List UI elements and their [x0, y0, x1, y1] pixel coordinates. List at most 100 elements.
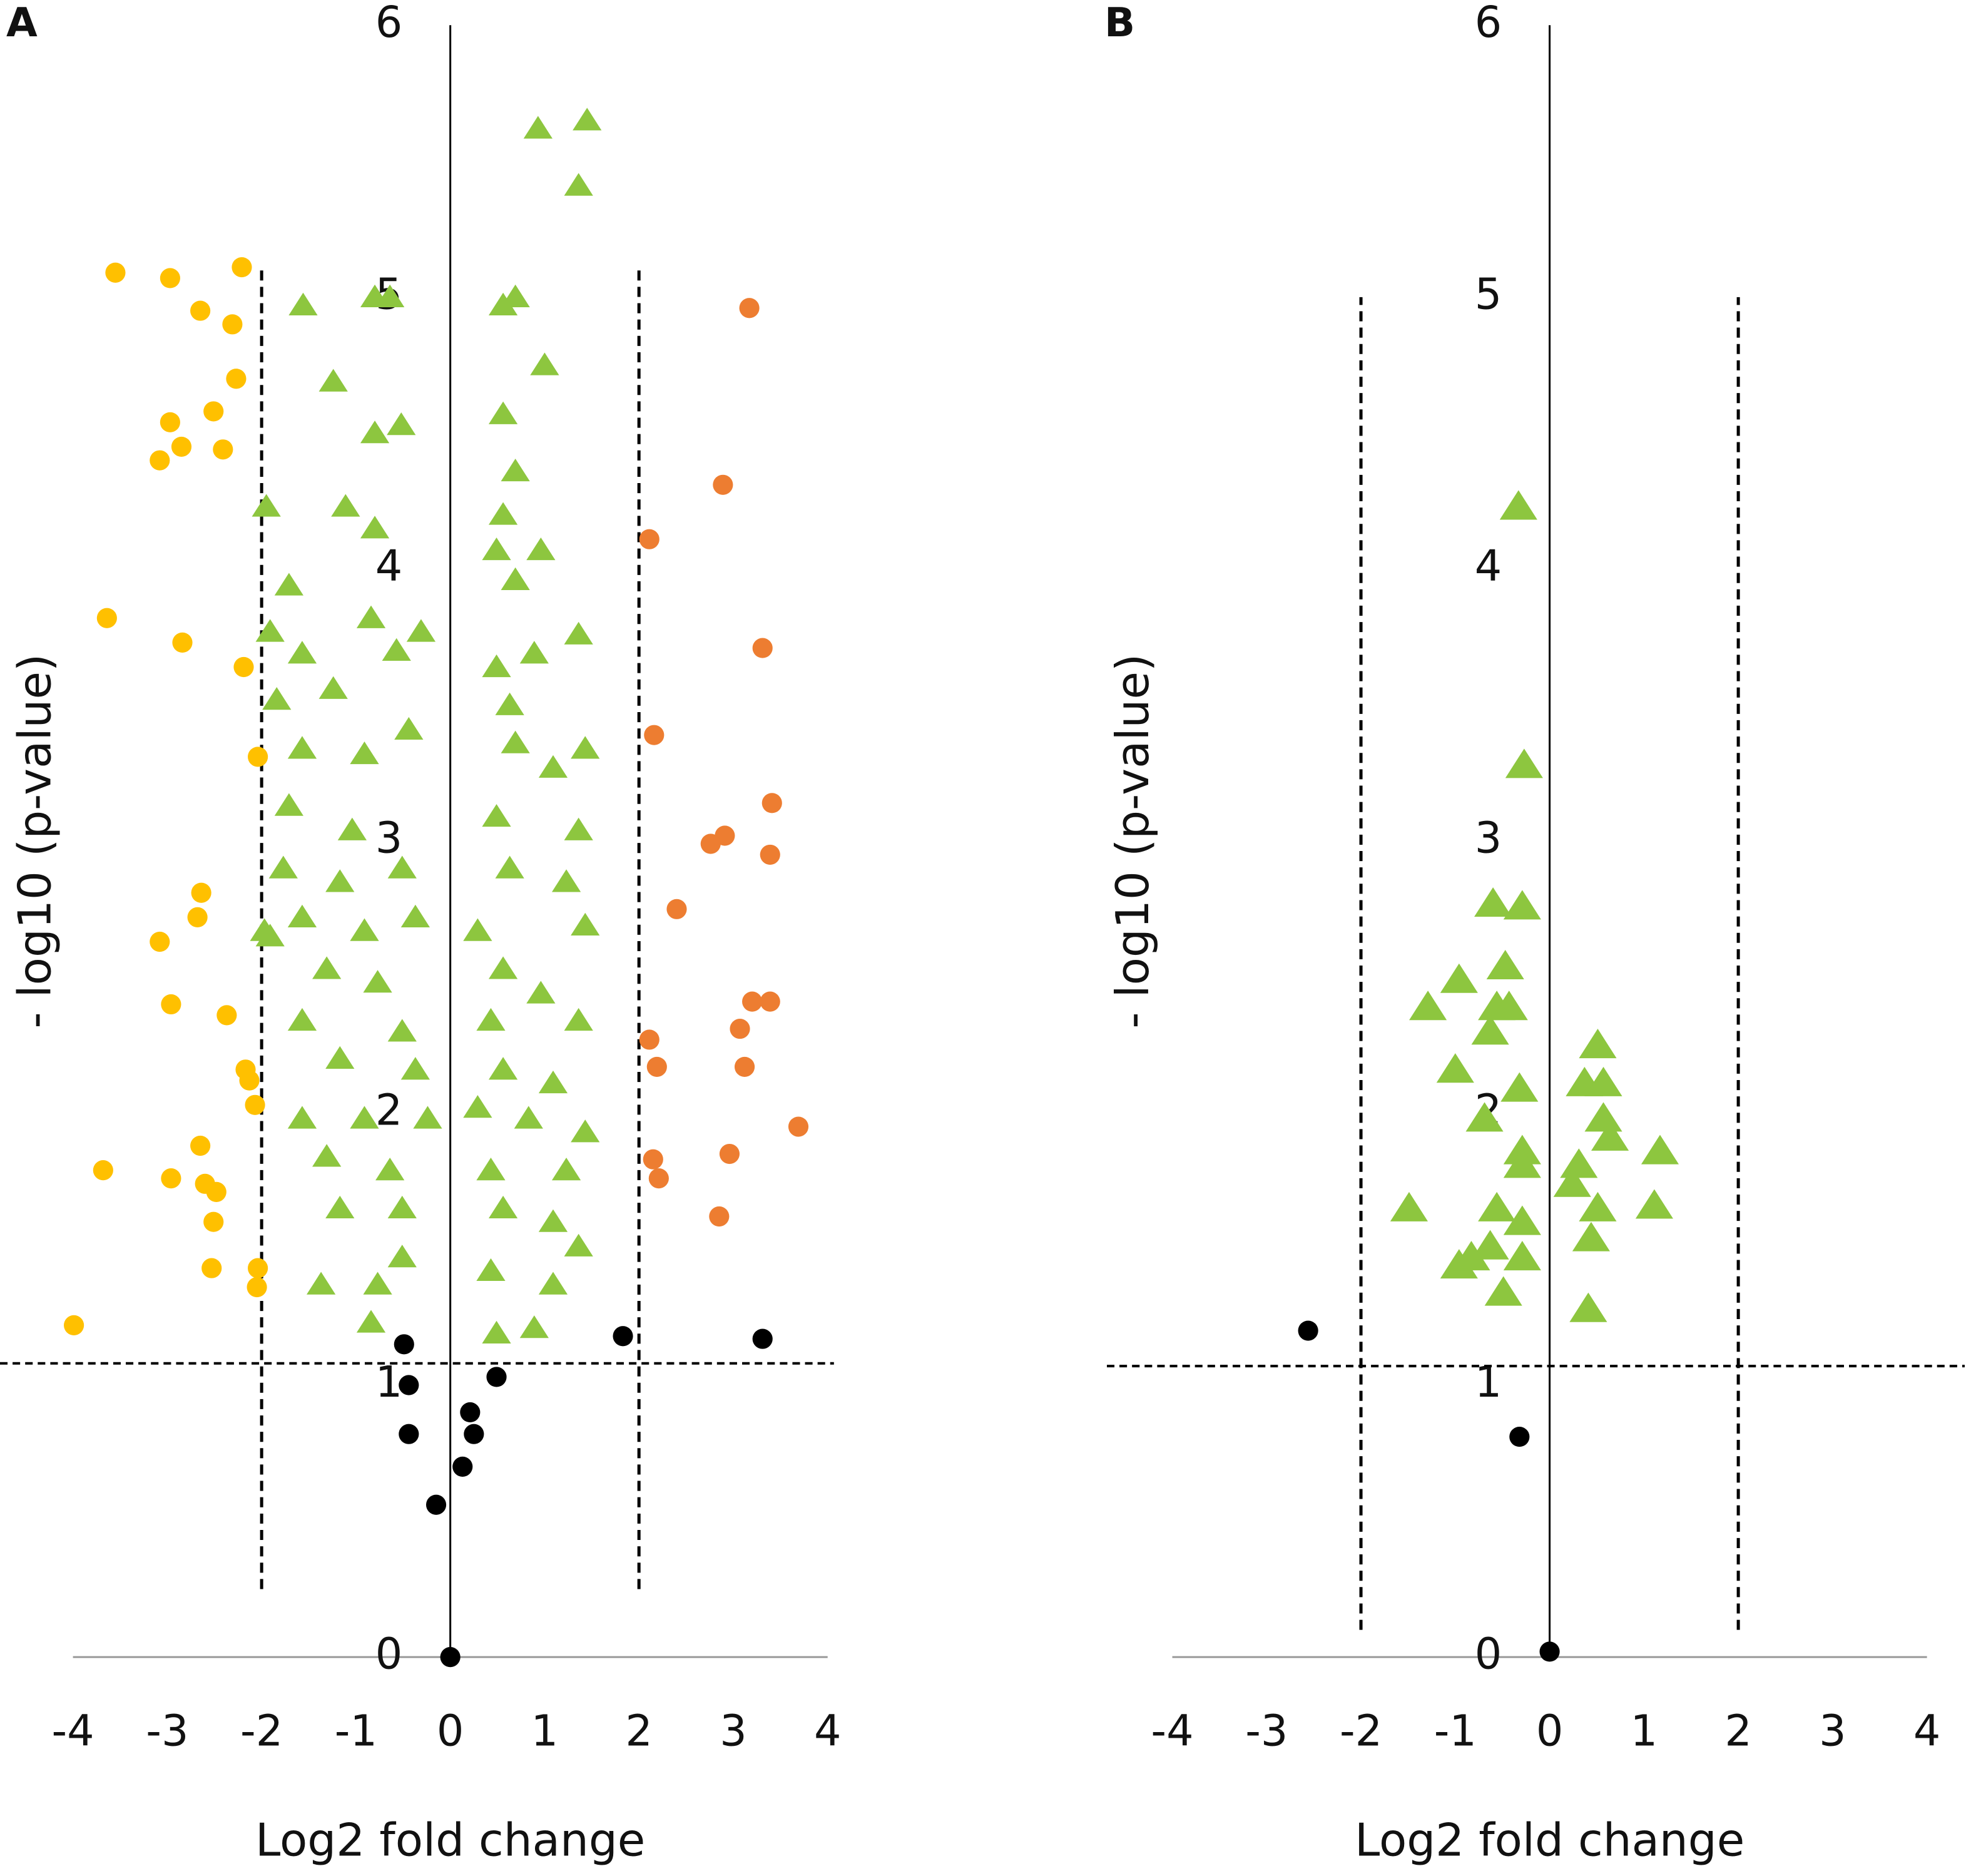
point [440, 1647, 461, 1668]
point [1440, 963, 1478, 993]
point [734, 1056, 755, 1078]
point [331, 494, 360, 517]
point [1436, 1053, 1474, 1083]
point [730, 1018, 750, 1039]
point [564, 817, 593, 840]
point [203, 1211, 224, 1232]
point [191, 882, 211, 903]
point [413, 1106, 442, 1129]
point [1490, 991, 1528, 1021]
point [1409, 991, 1447, 1021]
point [350, 1106, 379, 1129]
point [501, 284, 530, 307]
point [287, 1007, 317, 1031]
point [564, 173, 593, 196]
point [482, 654, 511, 678]
point [233, 656, 254, 678]
point [350, 741, 379, 765]
y-tick-label: 6 [375, 0, 402, 48]
point [239, 1070, 260, 1091]
point [709, 1206, 730, 1227]
point [394, 716, 424, 740]
point [64, 1315, 84, 1335]
point [306, 1272, 336, 1295]
point [312, 1144, 342, 1167]
point [460, 1402, 481, 1423]
x-tick-label: -4 [52, 1706, 94, 1756]
point [742, 991, 763, 1012]
point [488, 956, 518, 979]
point [287, 641, 317, 664]
point [1452, 1241, 1490, 1271]
point [1584, 1066, 1622, 1096]
point [564, 1233, 593, 1257]
x-axis-label: Log2 fold change [1355, 1815, 1744, 1867]
point [644, 725, 665, 745]
point [160, 412, 180, 432]
point [375, 284, 405, 307]
point [399, 1424, 419, 1444]
point [325, 1195, 355, 1219]
point [363, 1272, 392, 1295]
point [538, 1209, 568, 1232]
point [274, 573, 303, 596]
point [1641, 1134, 1679, 1165]
point [1560, 1148, 1598, 1178]
point [187, 907, 208, 927]
point [1499, 490, 1537, 520]
point [312, 956, 342, 979]
point [530, 352, 559, 375]
point [476, 1007, 506, 1031]
point [1471, 1015, 1509, 1045]
point [538, 1272, 568, 1295]
point [325, 869, 355, 892]
point [760, 991, 780, 1012]
point [172, 632, 193, 653]
point [551, 1157, 581, 1181]
x-tick-label: 4 [1913, 1706, 1940, 1756]
point [788, 1116, 809, 1137]
point [476, 1157, 506, 1181]
point [318, 676, 348, 699]
point [613, 1326, 633, 1347]
point [337, 817, 367, 840]
point [105, 262, 126, 283]
point [495, 692, 524, 715]
y-tick-label: 3 [375, 814, 402, 864]
point [203, 401, 224, 422]
point [1509, 1426, 1530, 1447]
point [538, 1070, 568, 1094]
point [1569, 1292, 1607, 1322]
point [171, 436, 192, 457]
point [1635, 1189, 1673, 1219]
point [526, 537, 556, 561]
point [190, 1135, 211, 1156]
point [564, 621, 593, 645]
point [287, 736, 317, 759]
point [488, 1195, 518, 1219]
point [1553, 1167, 1591, 1197]
point [150, 931, 170, 952]
point [501, 730, 530, 753]
x-axis-label: Log2 fold change [255, 1815, 645, 1867]
point [425, 1494, 447, 1515]
point [161, 994, 181, 1015]
y-tick-label: 4 [375, 542, 402, 591]
point [1471, 1230, 1509, 1260]
point [394, 1334, 414, 1355]
point [350, 918, 379, 941]
point [523, 116, 553, 139]
point [463, 918, 492, 941]
point [501, 567, 530, 590]
point [514, 1106, 543, 1129]
x-tick-label: 0 [1536, 1706, 1563, 1756]
point [406, 619, 436, 642]
point [1390, 1191, 1428, 1221]
point [760, 844, 780, 865]
point [643, 1149, 663, 1170]
point [363, 970, 392, 993]
point [482, 1320, 511, 1343]
point [201, 1258, 222, 1278]
